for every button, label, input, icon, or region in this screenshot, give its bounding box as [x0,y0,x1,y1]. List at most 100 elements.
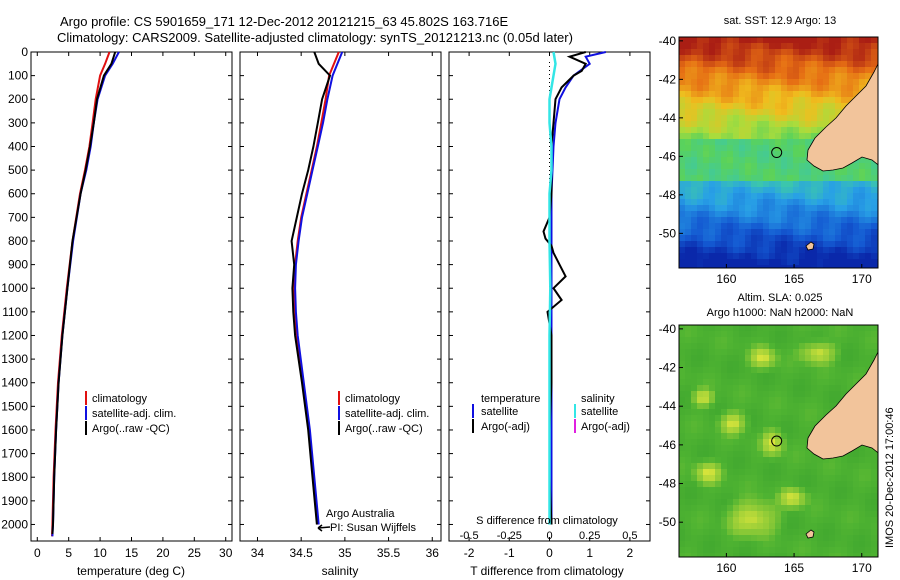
sla-cell [721,385,727,391]
sst-cell [733,157,739,163]
sst-cell [691,163,697,169]
sst-cell [817,187,823,193]
sla-cell [811,553,817,557]
sla-cell [829,457,835,463]
sla-map [679,325,878,557]
sst-cell [781,199,787,205]
sla-cell [781,529,787,535]
sst-cell [733,241,739,247]
sla-cell [853,451,859,457]
sst-cell [781,229,787,235]
sla-cell [769,457,775,463]
sst-cell [853,199,859,205]
sst-cell [817,247,823,253]
sla-cell [853,499,859,505]
sla-cell [823,343,829,349]
sst-cell [871,217,877,223]
sla-cell [841,487,847,493]
sst-cell [685,229,691,235]
sla-cell [685,337,691,343]
sla-cell [721,397,727,403]
sst-cell [715,37,721,43]
sla-cell [751,547,757,553]
sla-cell [679,361,685,367]
sst-cell [865,193,871,199]
sst-cell [823,229,829,235]
sla-cell [703,541,709,547]
sla-cell [691,415,697,421]
sla-cell [841,511,847,517]
sst-cell [739,37,745,43]
sla-cell [763,487,769,493]
sla-cell [679,367,685,373]
sla-cell [859,481,865,487]
sla-cell [679,499,685,505]
sla-cell [763,469,769,475]
sst-cell [703,193,709,199]
sst-cell [727,37,733,43]
sst-cell [757,103,763,109]
sst-cell [763,265,769,268]
sla-cell [751,397,757,403]
sst-cell [763,211,769,217]
sst-cell [769,133,775,139]
sst-cell [859,43,865,49]
sst-cell [697,247,703,253]
sst-cell [739,121,745,127]
sst-cell [733,103,739,109]
sla-cell [685,445,691,451]
sst-cell [745,145,751,151]
sst-cell [709,79,715,85]
sst-cell [745,127,751,133]
sla-cell [811,475,817,481]
sla-cell [817,403,823,409]
sst-cell [721,109,727,115]
sla-cell [865,445,871,451]
sla-cell [697,373,703,379]
sst-cell [745,187,751,193]
sst-cell [793,163,799,169]
sst-cell [733,49,739,55]
sla-cell [691,379,697,385]
sst-cell [805,61,811,67]
sla-cell [823,409,829,415]
sla-cell [691,421,697,427]
sla-cell [727,385,733,391]
sla-cell [769,511,775,517]
sst-cell [853,247,859,253]
sst-cell [805,109,811,115]
map-y-tick-label: -46 [659,438,677,452]
sla-cell [781,547,787,553]
sla-cell [745,433,751,439]
sst-cell [721,55,727,61]
sst-cell [829,259,835,265]
sst-cell [793,121,799,127]
sla-cell [745,475,751,481]
sst-cell [835,259,841,265]
sst-cell [733,91,739,97]
sst-cell [679,205,685,211]
sla-cell [817,505,823,511]
sst-cell [721,85,727,91]
sla-cell [781,361,787,367]
sst-cell [811,103,817,109]
sst-cell [823,217,829,223]
sla-cell [745,427,751,433]
sst-cell [709,205,715,211]
sst-cell [679,121,685,127]
sst-cell [751,115,757,121]
salinity-legend: climatology satellite-adj. clim. Argo(..… [338,391,429,435]
sst-cell [871,175,877,181]
sst-cell [709,91,715,97]
sla-cell [709,487,715,493]
sla-cell [793,397,799,403]
sla-cell [865,481,871,487]
sst-cell [799,205,805,211]
sst-cell [733,139,739,145]
sst-cell [823,181,829,187]
sla-cell [739,361,745,367]
sst-cell [685,55,691,61]
sst-cell [685,169,691,175]
sst-cell [865,241,871,247]
sst-cell [727,79,733,85]
